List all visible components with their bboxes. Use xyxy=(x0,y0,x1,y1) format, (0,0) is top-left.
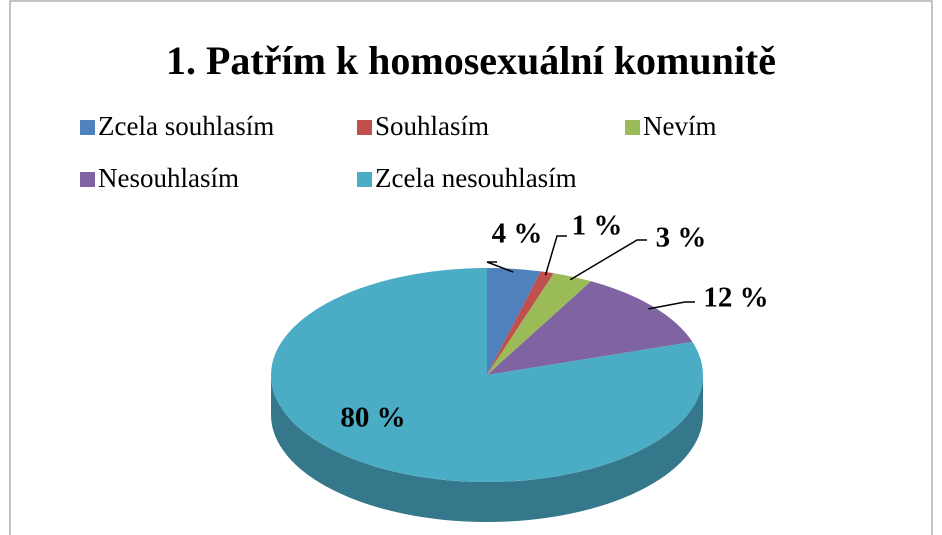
data-label: 80 % xyxy=(340,402,405,434)
slice xyxy=(487,268,541,375)
leader-line xyxy=(569,239,647,281)
legend-swatch xyxy=(357,172,372,187)
legend-label: Zcela souhlasím xyxy=(98,111,274,141)
leader-line xyxy=(544,235,567,276)
legend-label: Nevím xyxy=(643,111,717,141)
chart-frame xyxy=(9,0,933,535)
legend-swatch xyxy=(625,120,640,135)
legend-label: Nesouhlasím xyxy=(98,163,239,193)
slice xyxy=(487,271,554,375)
legend-swatch xyxy=(357,120,372,135)
data-label: 4 % xyxy=(492,218,543,250)
data-label: 3 % xyxy=(656,222,707,254)
legend-label: Souhlasím xyxy=(375,111,489,141)
legend-swatch xyxy=(80,120,95,135)
leader-line xyxy=(486,261,514,273)
leader-line xyxy=(648,301,695,310)
legend-label: Zcela nesouhlasím xyxy=(375,163,577,193)
chart-title: 1. Patřím k homosexuální komunitě xyxy=(166,38,776,83)
data-label: 1 % xyxy=(572,210,623,242)
slice xyxy=(487,273,592,375)
slice xyxy=(487,281,693,375)
legend-swatch xyxy=(80,172,95,187)
data-label: 12 % xyxy=(703,282,768,314)
slice xyxy=(271,268,703,482)
slice-side xyxy=(271,375,703,522)
